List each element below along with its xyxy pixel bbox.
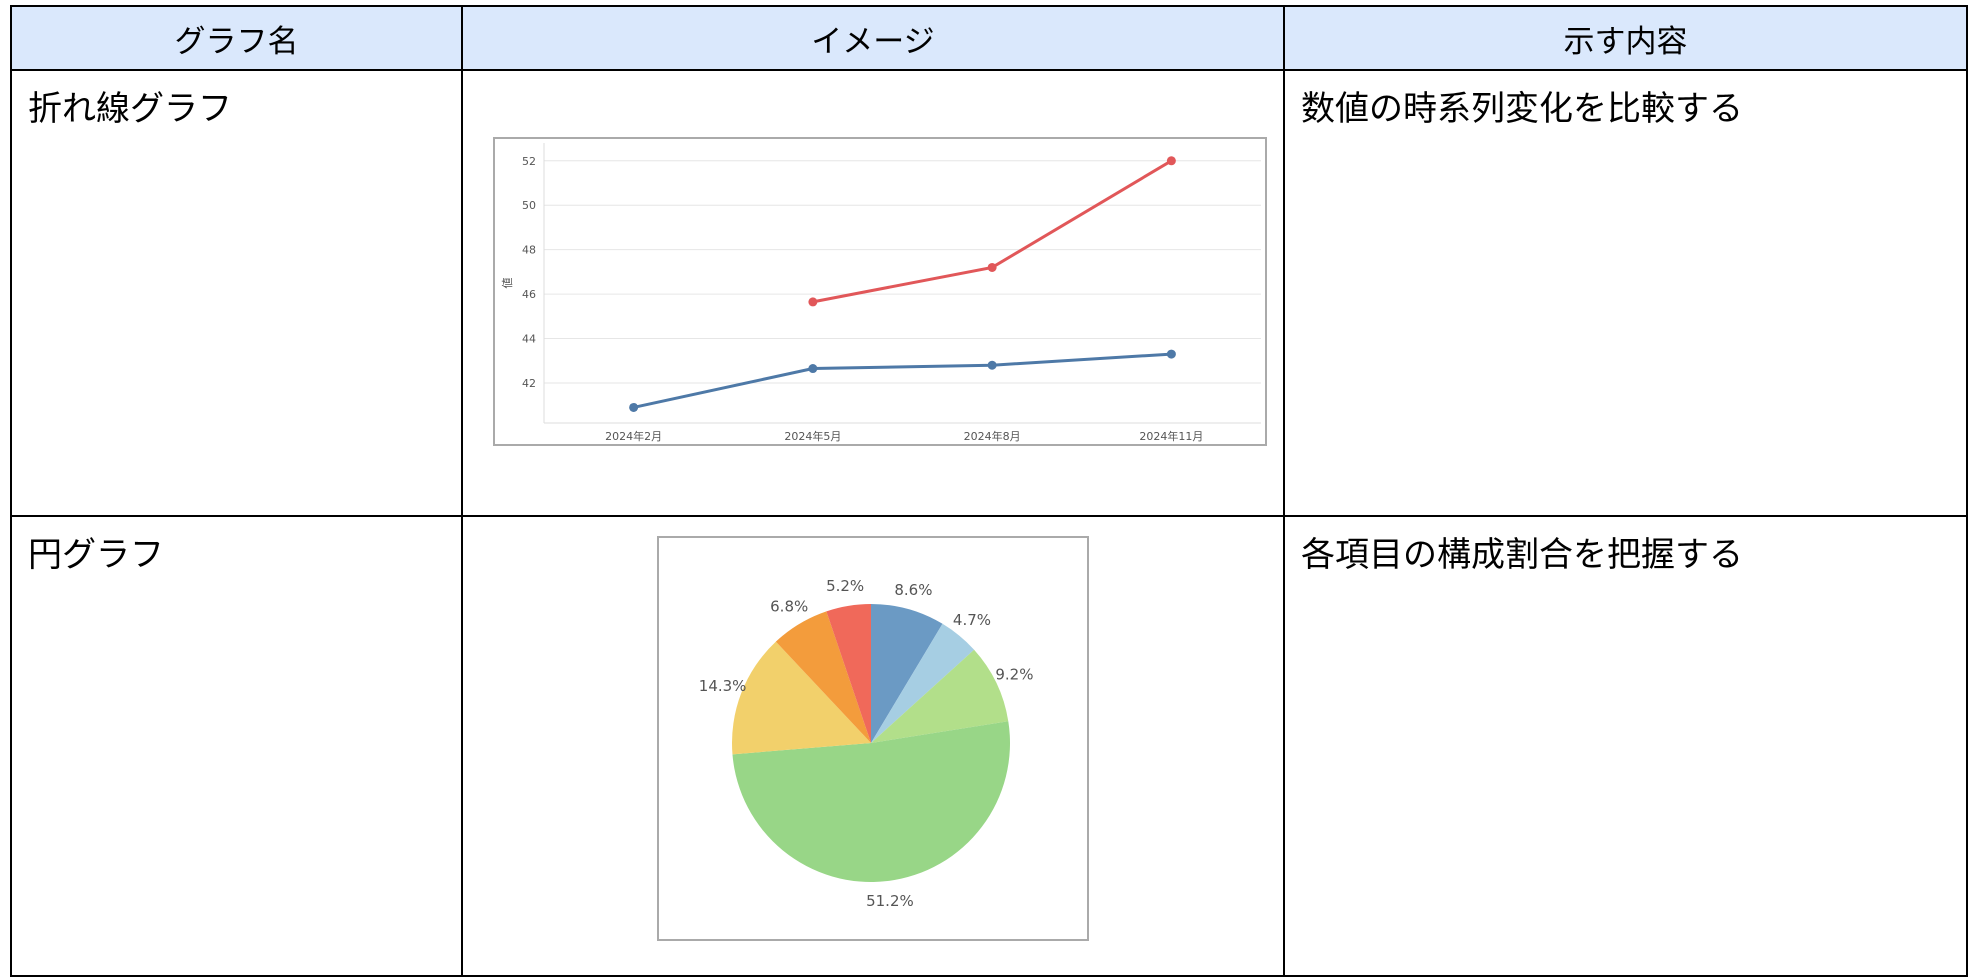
header-cell: グラフ名 xyxy=(12,7,463,71)
y-tick-label: 52 xyxy=(522,155,536,168)
slice-label: 9.2% xyxy=(995,665,1033,683)
slice-label: 4.7% xyxy=(953,611,991,629)
data-point xyxy=(629,402,639,412)
slice-label: 6.8% xyxy=(770,598,808,616)
chart-frame xyxy=(493,137,1267,446)
pie-slice xyxy=(871,623,975,743)
y-tick-label: 50 xyxy=(522,199,536,212)
y-axis-label: 値 xyxy=(501,278,514,289)
data-point xyxy=(987,360,997,370)
pie-slice xyxy=(826,604,871,743)
slice-label: 8.6% xyxy=(894,581,932,599)
table: グラフ名 イメージ 示す内容 折れ線グラフ 42 44 46 48 50 52 値 2024年… xyxy=(10,5,1968,977)
data-point xyxy=(987,262,997,272)
description-cell: 各項目の構成割合を把握する xyxy=(1285,517,1968,977)
name-cell: 円グラフ xyxy=(12,517,463,977)
pie-slice xyxy=(732,641,871,755)
y-tick-label: 44 xyxy=(522,333,536,346)
y-tick-label: 48 xyxy=(522,244,536,257)
data-point xyxy=(1166,156,1176,166)
slice-label: 51.2% xyxy=(866,892,914,910)
header-cell: 示す内容 xyxy=(1285,7,1968,71)
data-point xyxy=(808,364,818,374)
y-tick-label: 42 xyxy=(522,377,536,390)
x-tick-label: 2024年11月 xyxy=(1139,429,1203,443)
pie-slice xyxy=(871,604,943,743)
line-chart: 42 44 46 48 50 52 値 2024年2月 2024年5月 2024年8月 2024年1… xyxy=(493,137,1267,446)
pie-slice xyxy=(775,611,871,743)
data-point xyxy=(808,297,818,307)
pie-slice xyxy=(871,649,1009,743)
slice-label: 14.3% xyxy=(699,677,747,695)
image-cell: 42 44 46 48 50 52 値 2024年2月 2024年5月 2024年8月 2024年1… xyxy=(463,71,1285,517)
description-cell: 数値の時系列変化を比較する xyxy=(1285,71,1968,517)
x-tick-label: 2024年2月 xyxy=(605,429,662,443)
x-tick-label: 2024年8月 xyxy=(964,429,1021,443)
pie-slice xyxy=(732,721,1010,882)
image-cell: 8.6% 4.7% 9.2% 51.2% 14.3% 6.8% 5.2% xyxy=(463,517,1285,977)
slice-label: 5.2% xyxy=(826,577,864,595)
pie-chart: 8.6% 4.7% 9.2% 51.2% 14.3% 6.8% 5.2% xyxy=(657,536,1089,941)
data-point xyxy=(1166,349,1176,359)
name-cell: 折れ線グラフ xyxy=(12,71,463,517)
x-tick-label: 2024年5月 xyxy=(784,429,841,443)
y-tick-label: 46 xyxy=(522,288,536,301)
series-line xyxy=(633,352,1172,409)
header-cell: イメージ xyxy=(463,7,1285,71)
